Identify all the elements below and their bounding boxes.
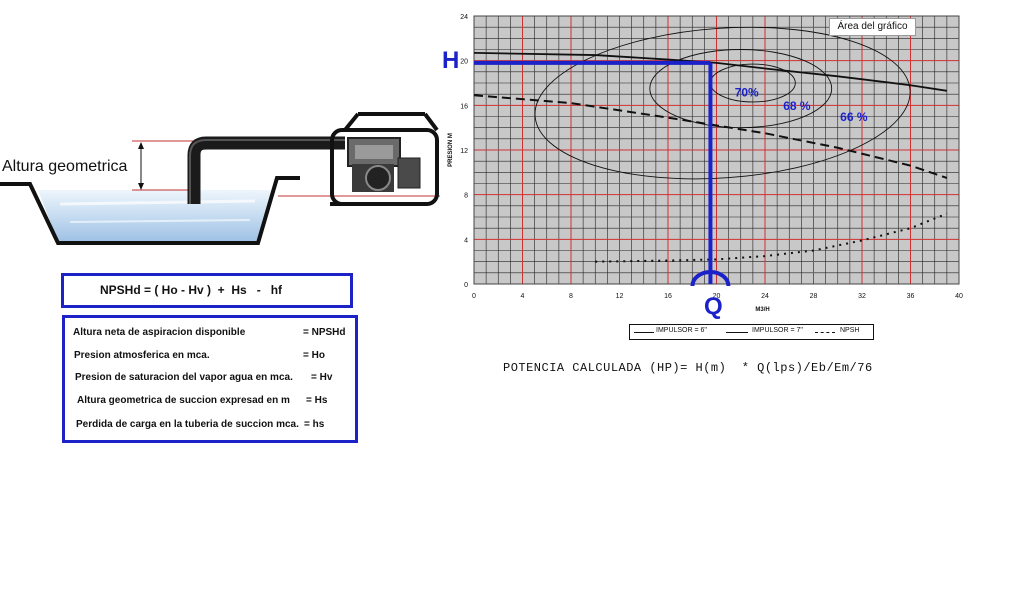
chart-grid xyxy=(473,15,960,285)
x-axis-title: M3/H xyxy=(755,307,769,313)
legend-label: Altura geometrica de succion expresad en… xyxy=(77,395,290,406)
legend-label: Perdida de carga en la tuberia de succio… xyxy=(76,419,299,430)
x-tick-label: 40 xyxy=(955,293,963,300)
legend-symbol: = hs xyxy=(304,419,325,430)
npshd-formula: NPSHd = ( Ho - Hv ) + Hs - hf xyxy=(100,283,283,297)
pump-curve-chart: 70% 68 % 66 % 0 4 8 12 16 20 24 28 32 36 40 0 4 8 12 16 20… xyxy=(448,14,963,313)
x-tick-label: 28 xyxy=(810,293,818,300)
formula-box: NPSHd = ( Ho - Hv ) + Hs - hf xyxy=(61,273,353,308)
arrow-head-down xyxy=(138,183,144,190)
x-tick-label: 36 xyxy=(907,293,915,300)
water-wave xyxy=(69,219,251,223)
legend-label: Presion atmosferica en mca. xyxy=(74,350,210,361)
suction-pipe-highlight xyxy=(189,139,345,204)
water-wave xyxy=(59,199,256,206)
efficiency-label: 66 % xyxy=(840,110,868,124)
operating-point-markers xyxy=(474,60,731,287)
series-line xyxy=(473,94,948,179)
y-tick-label: 16 xyxy=(460,103,468,110)
tank-pump-diagram xyxy=(0,112,440,245)
variable-legend-box: Altura neta de aspiracion disponible = N… xyxy=(62,315,358,443)
x-tick-label: 0 xyxy=(472,293,476,300)
legend-dot-npsh xyxy=(815,332,835,333)
x-tick-label: 32 xyxy=(858,293,866,300)
arrow-head-up xyxy=(138,142,144,149)
series-line xyxy=(595,212,948,263)
chart-area-tooltip: Área del gráfico xyxy=(829,18,916,36)
legend-line-7 xyxy=(726,332,748,333)
y-axis-title: PRESION M xyxy=(448,133,454,167)
suction-pipe xyxy=(187,136,345,204)
legend-entry: NPSH xyxy=(840,327,860,334)
chart-legend: IMPULSOR = 6" IMPULSOR = 7" NPSH xyxy=(629,324,874,340)
y-tick-label: 20 xyxy=(460,59,468,66)
tank-wall xyxy=(0,176,300,245)
y-tick-label: 8 xyxy=(464,193,468,200)
legend-symbol: = Ho xyxy=(303,350,325,361)
efficiency-label: 70% xyxy=(735,85,759,99)
x-tick-label: 4 xyxy=(521,293,525,300)
y-tick-label: 12 xyxy=(460,148,468,155)
x-tick-label: 16 xyxy=(664,293,672,300)
legend-dash-6 xyxy=(634,332,654,333)
efficiency-label: 68 % xyxy=(783,99,811,113)
h-marker-label: H xyxy=(442,47,460,74)
y-tick-label: 24 xyxy=(460,14,468,21)
altura-geometrica-label: Altura geometrica xyxy=(2,158,128,175)
x-tick-label: 8 xyxy=(569,293,573,300)
chart-axes: 0 4 8 12 16 20 24 28 32 36 40 0 4 8 12 16 20 24 M3/H PRESIO… xyxy=(448,14,963,313)
potencia-formula: POTENCIA CALCULADA (HP)= H(m) * Q(lps)/E… xyxy=(503,361,873,375)
chart-series xyxy=(473,51,948,263)
legend-symbol: = Hs xyxy=(306,395,328,406)
q-marker-label: Q xyxy=(704,293,723,320)
plot-border xyxy=(473,15,960,285)
legend-symbol: = NPSHd xyxy=(303,327,346,338)
series-line xyxy=(473,51,948,92)
water-body xyxy=(38,190,275,242)
legend-label: Altura neta de aspiracion disponible xyxy=(73,327,246,338)
x-tick-label: 20 xyxy=(713,293,721,300)
y-tick-label: 4 xyxy=(464,237,468,244)
efficiency-ellipse-68 xyxy=(649,49,833,129)
x-tick-label: 12 xyxy=(616,293,624,300)
x-tick-label: 24 xyxy=(761,293,769,300)
legend-label: Presion de saturacion del vapor agua en … xyxy=(75,372,293,383)
efficiency-ellipse-66 xyxy=(534,26,911,180)
q-arc-marker xyxy=(690,270,731,287)
legend-entry: IMPULSOR = 6" xyxy=(656,327,707,334)
pump-unit xyxy=(330,112,439,206)
legend-entry: IMPULSOR = 7" xyxy=(752,327,803,334)
y-tick-label: 0 xyxy=(464,282,468,289)
legend-symbol: = Hv xyxy=(311,372,333,383)
